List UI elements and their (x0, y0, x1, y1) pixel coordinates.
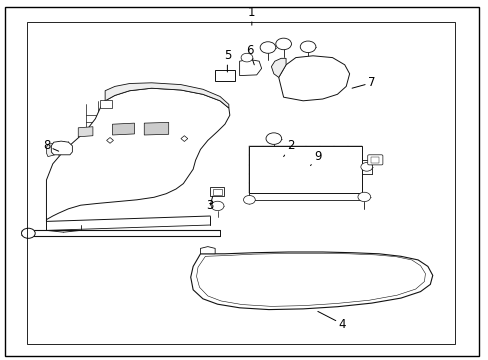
Bar (100, 100, 112, 108)
Circle shape (265, 133, 281, 144)
Circle shape (211, 201, 224, 211)
FancyBboxPatch shape (367, 155, 382, 165)
Circle shape (360, 163, 372, 171)
Bar (27, 22, 454, 344)
Polygon shape (239, 59, 261, 76)
Circle shape (260, 42, 275, 53)
Polygon shape (278, 56, 349, 101)
Bar (212, 189, 221, 195)
Text: 9: 9 (310, 150, 321, 166)
Polygon shape (46, 88, 229, 221)
Circle shape (243, 195, 255, 204)
Circle shape (357, 192, 370, 202)
Polygon shape (190, 252, 432, 310)
Text: 6: 6 (245, 44, 254, 65)
Polygon shape (196, 253, 425, 306)
Text: 3: 3 (206, 196, 214, 212)
Text: 8: 8 (42, 139, 59, 152)
Polygon shape (144, 122, 168, 135)
Polygon shape (271, 58, 285, 77)
Circle shape (300, 41, 315, 53)
Bar (210, 187, 224, 196)
Text: 2: 2 (283, 139, 294, 157)
Text: 7: 7 (351, 76, 375, 89)
Polygon shape (106, 138, 113, 143)
Polygon shape (105, 83, 228, 108)
Text: 1: 1 (247, 6, 255, 25)
Polygon shape (51, 141, 72, 155)
Circle shape (275, 38, 291, 50)
Circle shape (21, 228, 35, 238)
Bar (249, 146, 361, 193)
Bar (370, 157, 379, 163)
Polygon shape (112, 123, 134, 135)
Polygon shape (78, 127, 93, 137)
Polygon shape (46, 143, 55, 157)
Circle shape (241, 53, 252, 62)
Text: 4: 4 (317, 311, 346, 330)
Polygon shape (200, 247, 215, 254)
Bar (215, 70, 234, 81)
Polygon shape (181, 136, 187, 141)
Text: 5: 5 (223, 49, 231, 72)
